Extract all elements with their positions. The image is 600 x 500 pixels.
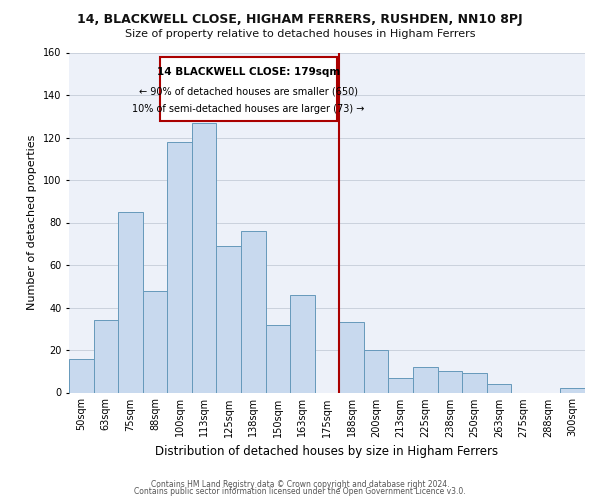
Bar bbox=[143, 290, 167, 392]
Y-axis label: Number of detached properties: Number of detached properties bbox=[28, 135, 37, 310]
Bar bbox=[364, 350, 388, 393]
Text: 10% of semi-detached houses are larger (73) →: 10% of semi-detached houses are larger (… bbox=[132, 104, 365, 114]
Text: Size of property relative to detached houses in Higham Ferrers: Size of property relative to detached ho… bbox=[125, 29, 475, 39]
Text: Contains HM Land Registry data © Crown copyright and database right 2024.: Contains HM Land Registry data © Crown c… bbox=[151, 480, 449, 489]
Bar bbox=[437, 371, 462, 392]
Bar bbox=[192, 122, 217, 392]
Text: 14, BLACKWELL CLOSE, HIGHAM FERRERS, RUSHDEN, NN10 8PJ: 14, BLACKWELL CLOSE, HIGHAM FERRERS, RUS… bbox=[77, 12, 523, 26]
Bar bbox=[462, 374, 487, 392]
Bar bbox=[167, 142, 192, 393]
Bar bbox=[266, 324, 290, 392]
Bar bbox=[560, 388, 585, 392]
Text: ← 90% of detached houses are smaller (650): ← 90% of detached houses are smaller (65… bbox=[139, 86, 358, 97]
Bar bbox=[241, 231, 266, 392]
Bar bbox=[217, 246, 241, 392]
Bar bbox=[339, 322, 364, 392]
Text: 14 BLACKWELL CLOSE: 179sqm: 14 BLACKWELL CLOSE: 179sqm bbox=[157, 68, 340, 78]
Bar bbox=[94, 320, 118, 392]
Bar bbox=[118, 212, 143, 392]
Text: Contains public sector information licensed under the Open Government Licence v3: Contains public sector information licen… bbox=[134, 487, 466, 496]
X-axis label: Distribution of detached houses by size in Higham Ferrers: Distribution of detached houses by size … bbox=[155, 445, 499, 458]
FancyBboxPatch shape bbox=[160, 56, 337, 120]
Bar bbox=[290, 294, 315, 392]
Bar bbox=[69, 358, 94, 392]
Bar bbox=[413, 367, 437, 392]
Bar bbox=[388, 378, 413, 392]
Bar bbox=[487, 384, 511, 392]
